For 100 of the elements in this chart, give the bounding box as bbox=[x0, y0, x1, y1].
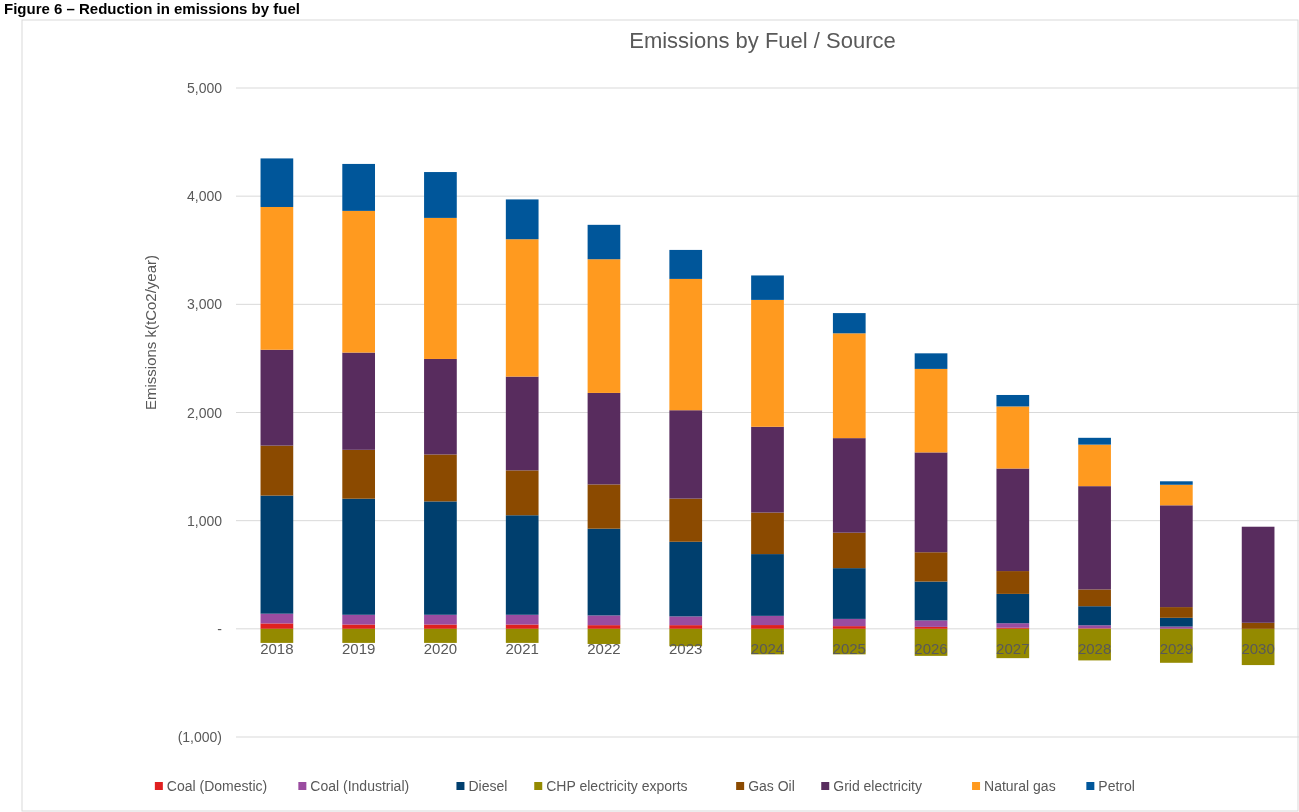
bar bbox=[1078, 437, 1111, 445]
bar bbox=[1078, 606, 1111, 626]
bar bbox=[342, 210, 376, 353]
bar bbox=[996, 468, 1030, 572]
legend-label: Coal (Domestic) bbox=[166, 778, 268, 794]
y-tick-label: 4,000 bbox=[186, 188, 223, 205]
x-tick-label: 2020 bbox=[423, 639, 458, 657]
bar bbox=[751, 625, 784, 629]
bar bbox=[424, 358, 457, 455]
bar bbox=[1078, 486, 1111, 590]
bar bbox=[914, 452, 948, 553]
legend-label: Gas Oil bbox=[748, 778, 795, 794]
x-tick-label: 2022 bbox=[587, 639, 621, 657]
bar bbox=[260, 613, 294, 624]
bar bbox=[1159, 484, 1193, 506]
x-tick-label: 2019 bbox=[341, 639, 376, 657]
bar bbox=[996, 623, 1030, 628]
bar bbox=[751, 512, 784, 555]
legend-label: Grid electricity bbox=[833, 778, 922, 794]
bar bbox=[1159, 481, 1193, 485]
bar bbox=[1159, 617, 1193, 627]
legend-label: Natural gas bbox=[984, 778, 1056, 794]
bar bbox=[669, 498, 703, 542]
bar bbox=[505, 239, 539, 377]
legend-label: CHP electricity exports bbox=[546, 778, 688, 794]
bar bbox=[505, 628, 539, 643]
bar bbox=[260, 349, 294, 446]
y-tick-label: 2,000 bbox=[186, 404, 223, 421]
bar bbox=[260, 623, 294, 629]
bar bbox=[587, 615, 621, 626]
x-tick-label: 2028 bbox=[1077, 639, 1112, 657]
bar bbox=[832, 438, 866, 533]
legend-label: Petrol bbox=[1098, 778, 1135, 794]
chart-title: Emissions by Fuel / Source bbox=[629, 28, 896, 53]
bar bbox=[1241, 622, 1275, 629]
y-axis-title: Emissions k(tCo2/year) bbox=[142, 254, 159, 411]
bar bbox=[1078, 444, 1111, 487]
bar bbox=[751, 426, 784, 513]
bar bbox=[505, 614, 539, 625]
bar bbox=[342, 614, 376, 625]
bar bbox=[587, 484, 621, 529]
bar bbox=[505, 624, 539, 629]
bar bbox=[260, 158, 294, 207]
bar bbox=[914, 353, 948, 369]
y-tick-label: 3,000 bbox=[186, 296, 223, 313]
bar bbox=[914, 368, 948, 453]
legend-label: Coal (Industrial) bbox=[310, 778, 410, 794]
bar bbox=[260, 495, 294, 614]
bar bbox=[669, 616, 703, 626]
bar bbox=[669, 625, 703, 629]
x-tick-label: 2021 bbox=[505, 639, 539, 657]
bar bbox=[587, 628, 621, 644]
bar bbox=[914, 552, 948, 582]
bar bbox=[424, 172, 457, 218]
bar bbox=[751, 299, 784, 427]
bar bbox=[1241, 526, 1275, 623]
legend-label: Diesel bbox=[468, 778, 508, 794]
bar bbox=[914, 620, 948, 627]
bar bbox=[996, 593, 1030, 624]
bar bbox=[832, 333, 866, 439]
y-tick-label: - bbox=[217, 620, 223, 637]
bar bbox=[424, 501, 457, 615]
bar bbox=[751, 615, 784, 626]
bar bbox=[587, 625, 621, 629]
bar bbox=[424, 454, 457, 502]
bar bbox=[587, 224, 621, 260]
bar bbox=[996, 571, 1030, 594]
bar bbox=[505, 199, 539, 240]
bar bbox=[342, 449, 376, 499]
bar bbox=[342, 628, 376, 643]
x-tick-label: 2018 bbox=[260, 639, 294, 657]
bar bbox=[669, 278, 703, 411]
bar bbox=[669, 541, 703, 617]
bar bbox=[505, 376, 539, 471]
bar bbox=[669, 410, 703, 499]
bar bbox=[424, 624, 457, 629]
bar bbox=[832, 618, 866, 627]
bar bbox=[505, 515, 539, 615]
bar bbox=[1159, 607, 1193, 618]
bar bbox=[914, 581, 948, 621]
bar bbox=[424, 628, 457, 643]
bar bbox=[342, 352, 376, 450]
bar bbox=[832, 626, 866, 629]
bar bbox=[751, 275, 784, 300]
bar bbox=[260, 628, 294, 643]
bar bbox=[996, 406, 1030, 469]
bar bbox=[587, 392, 621, 485]
y-tick-label: (1,000) bbox=[177, 729, 222, 745]
bar bbox=[1078, 589, 1111, 607]
bar bbox=[996, 394, 1030, 407]
bar bbox=[751, 554, 784, 616]
bar bbox=[505, 470, 539, 516]
bar bbox=[424, 614, 457, 625]
y-tick-label: 5,000 bbox=[186, 80, 223, 96]
bar bbox=[342, 498, 376, 615]
x-tick-label: 2024 bbox=[750, 639, 785, 657]
bar bbox=[260, 445, 294, 496]
bar bbox=[832, 532, 866, 569]
bar bbox=[424, 217, 457, 359]
bar bbox=[832, 568, 866, 619]
